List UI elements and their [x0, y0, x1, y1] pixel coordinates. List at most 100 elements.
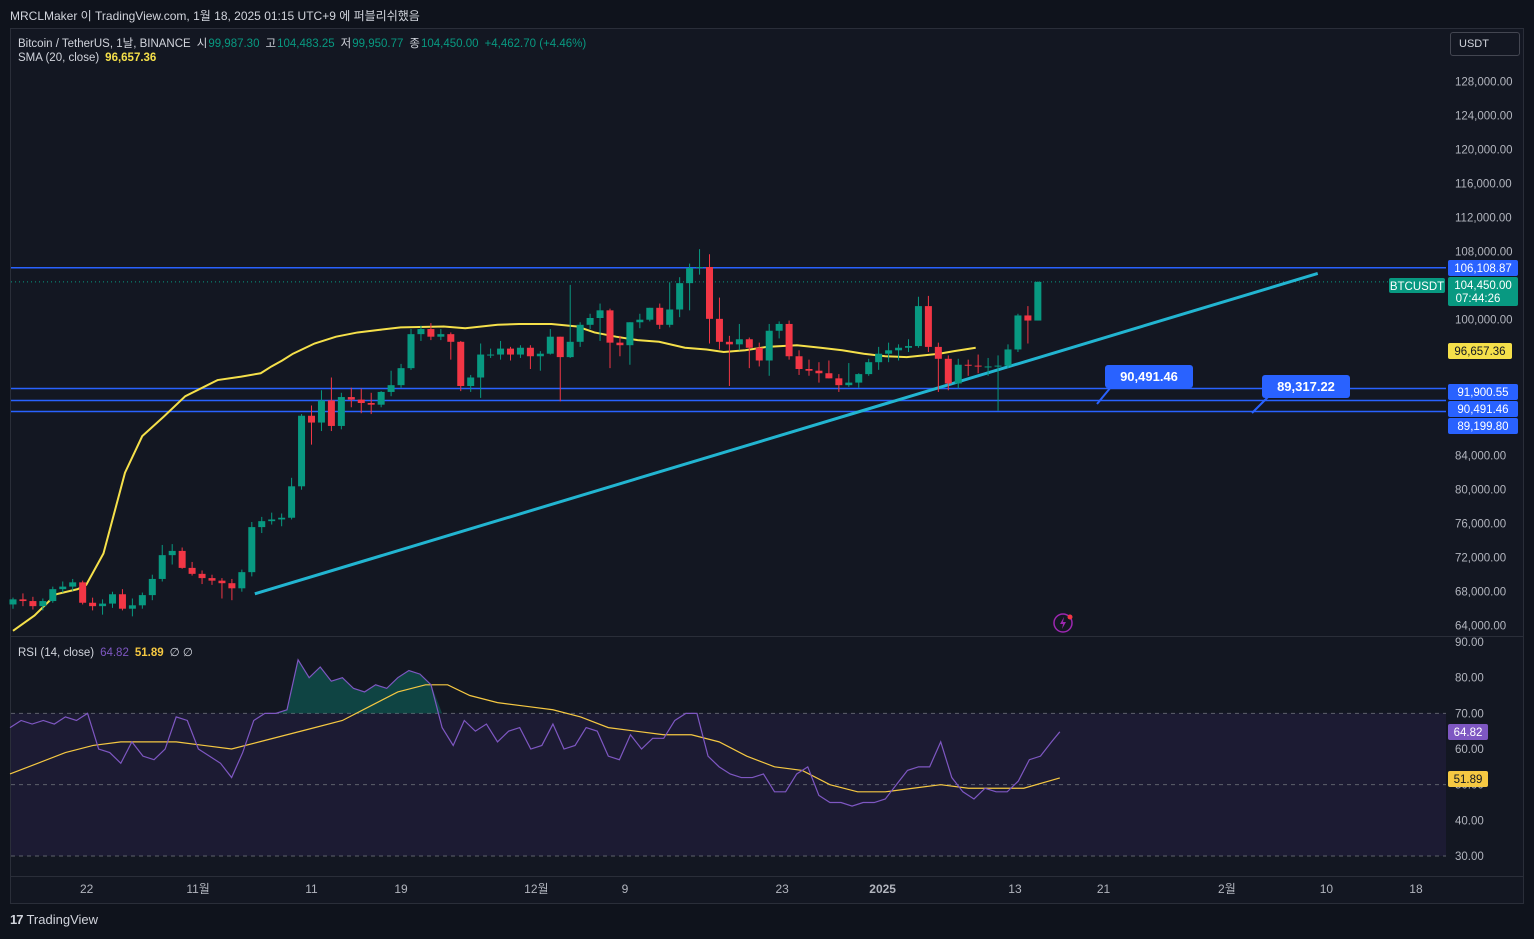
candle-body — [666, 309, 674, 325]
candle-body — [128, 605, 136, 609]
candle-body — [715, 318, 723, 342]
candle-body — [875, 353, 883, 363]
level-1-price-tag: 106,108.87 — [1454, 263, 1512, 275]
candle-body — [964, 364, 972, 366]
candle-body — [1004, 349, 1012, 366]
rsi-ma-line — [9, 684, 1060, 793]
candle-body — [507, 348, 514, 355]
candle-body — [596, 310, 604, 318]
level-3-price-tag-bg — [1448, 401, 1518, 417]
price-pane-bg — [11, 29, 1446, 636]
candle-body — [89, 602, 97, 607]
publish-caption: MRCLMaker 이 TradingView.com, 1월 18, 2025… — [10, 9, 420, 23]
countdown-timer: 07:44:26 — [1456, 293, 1501, 305]
candle-body — [258, 521, 266, 528]
level-4-price-tag: 89,199.80 — [1457, 421, 1508, 433]
legend-symbol: Bitcoin / TetherUS, 1날, BINANCE — [18, 38, 191, 50]
candle-body — [327, 400, 335, 426]
price-tick-label: 80,000.00 — [1455, 485, 1506, 497]
candle-body — [924, 306, 932, 347]
candle-body — [974, 365, 982, 367]
time-tick-label: 10 — [1320, 882, 1334, 896]
candle-body — [357, 399, 365, 403]
rsi-tick-label: 90.00 — [1455, 637, 1484, 649]
rsi-ma-value-tag: 51.89 — [1454, 774, 1483, 786]
price-tick-label: 84,000.00 — [1455, 451, 1506, 463]
candle-body — [855, 374, 863, 383]
rsi-label: RSI (14, close) — [18, 647, 95, 659]
candle-body — [706, 267, 713, 319]
callout-level-b-text: 89,317.22 — [1277, 379, 1335, 394]
candle-body — [198, 573, 206, 579]
candle-body — [805, 369, 813, 371]
candle-body — [775, 323, 783, 331]
price-tick-label: 68,000.00 — [1455, 587, 1506, 599]
candle-body — [49, 589, 57, 602]
symbol-tag-bg — [1389, 278, 1445, 293]
candle-body — [317, 400, 325, 423]
candle-body — [865, 362, 873, 375]
time-tick-label: 9 — [622, 882, 629, 896]
sma-price-tag-bg — [1448, 343, 1512, 359]
lightning-icon — [1060, 617, 1066, 629]
sma-line — [12, 322, 976, 632]
price-tick-label: 64,000.00 — [1455, 621, 1506, 633]
candle-body — [218, 580, 226, 584]
rsi-value-tag-bg — [1448, 724, 1488, 740]
alert-dot-icon — [1067, 614, 1073, 620]
level-3-price-tag: 90,491.46 — [1457, 404, 1508, 416]
rsi-legend: RSI (14, close) 64.82 51.89 ∅ ∅ — [18, 645, 199, 659]
time-tick-label: 13 — [1008, 882, 1022, 896]
candle-body — [308, 415, 315, 423]
price-tick-label: 108,000.00 — [1455, 247, 1513, 259]
legend-high-label: 고 — [265, 38, 277, 50]
time-tick-label: 18 — [1409, 882, 1423, 896]
legend-close: 104,450.00 — [421, 38, 479, 50]
candle-body — [785, 323, 793, 357]
candle-body — [526, 347, 534, 357]
candle-body — [109, 594, 116, 604]
candle-body — [566, 341, 574, 358]
candle-body — [1034, 281, 1042, 321]
sma-price-tag: 96,657.36 — [1454, 346, 1505, 358]
footer-brand: TradingView — [26, 912, 99, 927]
candle-body — [616, 342, 624, 346]
candle-body — [994, 365, 1002, 367]
legend-close-label: 종 — [409, 38, 420, 50]
trendline — [254, 272, 1319, 596]
candle-body — [228, 583, 236, 589]
candle-body — [178, 550, 186, 568]
rsi-tick-label: 80.00 — [1455, 673, 1484, 685]
alert-icon — [1053, 613, 1073, 633]
candle-body — [835, 378, 843, 386]
candle-body — [417, 329, 425, 335]
candle-body — [646, 307, 654, 320]
candle-body — [755, 347, 763, 361]
legend-low: 99,950.77 — [352, 38, 404, 50]
rsi-tick-label: 40.00 — [1455, 815, 1484, 827]
currency-button[interactable]: USDT — [1450, 32, 1520, 56]
candle-body — [984, 366, 992, 368]
candle-body — [467, 377, 475, 386]
candle-body — [397, 368, 405, 386]
callout-level-a-box — [1105, 365, 1193, 388]
rsi-ma-value-tag-bg — [1448, 771, 1488, 787]
symbol-tag: BTCUSDT — [1390, 281, 1444, 293]
candle-body — [905, 346, 912, 348]
price-tick-label: 116,000.00 — [1455, 179, 1512, 191]
candle-body — [288, 486, 296, 518]
price-tick-label: 124,000.00 — [1455, 111, 1513, 123]
level-4-price-tag-bg — [1448, 418, 1518, 434]
candle-body — [9, 599, 17, 605]
price-tick-label: 100,000.00 — [1455, 315, 1513, 327]
candle-body — [696, 267, 704, 268]
price-tick-label: 72,000.00 — [1455, 553, 1506, 565]
candle-body — [656, 307, 664, 325]
candle-body — [188, 567, 196, 574]
candle-body — [268, 519, 276, 522]
legend-open-label: 시 — [196, 38, 208, 50]
candle-body — [626, 322, 634, 346]
candle-body — [138, 595, 146, 606]
candle-body — [208, 578, 216, 581]
